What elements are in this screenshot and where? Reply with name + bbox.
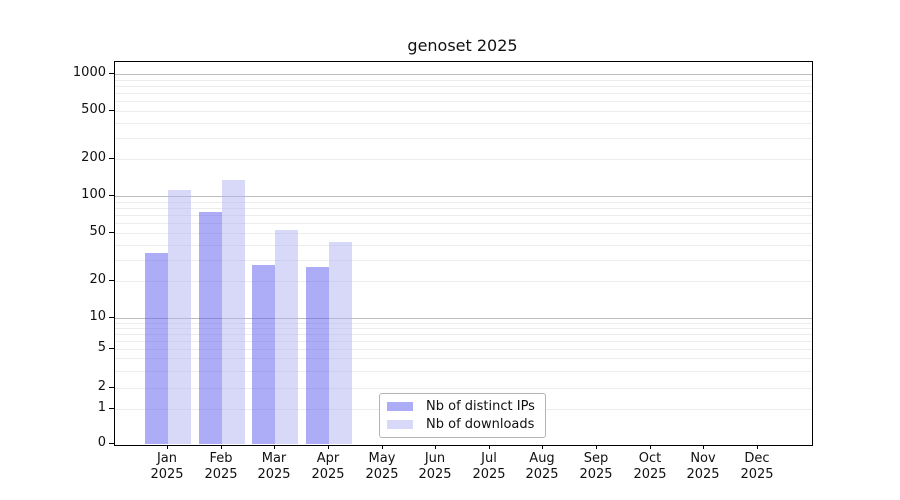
y-tick-5	[109, 348, 114, 349]
gridline-minor-500	[115, 111, 812, 112]
legend-item-downloads: Nb of downloads	[387, 417, 538, 432]
gridline-minor-300	[115, 138, 812, 139]
y-tick-label-10: 10	[89, 309, 106, 324]
x-tick-apr	[328, 445, 329, 449]
chart-title: genoset 2025	[407, 36, 518, 55]
gridline-major-100	[115, 196, 812, 197]
x-tick-label-aug: Aug 2025	[525, 451, 559, 482]
bar-nb-of-downloads-jan	[168, 190, 191, 444]
x-tick-dec	[757, 445, 758, 449]
y-tick-label-0: 0	[97, 435, 106, 450]
x-tick-label-nov: Nov 2025	[686, 451, 720, 482]
y-tick-100	[109, 195, 114, 196]
gridline-minor-600	[115, 101, 812, 102]
bar-nb-of-distinct-ips-jan	[145, 253, 168, 444]
gridline-minor-2	[115, 388, 812, 389]
y-tick-1000	[109, 73, 114, 74]
gridline-minor-40	[115, 245, 812, 246]
y-tick-label-2: 2	[97, 379, 106, 394]
y-tick-label-20: 20	[89, 272, 106, 287]
x-tick-label-mar: Mar 2025	[257, 451, 291, 482]
y-tick-2	[109, 387, 114, 388]
x-tick-feb	[221, 445, 222, 449]
legend-label-distinct-ips: Nb of distinct IPs	[426, 399, 535, 415]
x-tick-label-dec: Dec 2025	[740, 451, 774, 482]
y-tick-20	[109, 280, 114, 281]
x-tick-jun	[435, 445, 436, 449]
y-tick-label-100: 100	[81, 187, 106, 202]
x-tick-aug	[542, 445, 543, 449]
x-tick-oct	[650, 445, 651, 449]
gridline-minor-30	[115, 260, 812, 261]
x-tick-label-jun: Jun 2025	[418, 451, 452, 482]
y-tick-0	[109, 443, 114, 444]
bar-nb-of-distinct-ips-apr	[306, 267, 329, 444]
y-tick-label-50: 50	[89, 224, 106, 239]
gridline-minor-900	[115, 80, 812, 81]
gridline-minor-7	[115, 334, 812, 335]
y-tick-50	[109, 232, 114, 233]
gridline-major-10	[115, 318, 812, 319]
gridline-minor-400	[115, 123, 812, 124]
bar-nb-of-distinct-ips-feb	[199, 212, 222, 444]
legend-item-distinct-ips: Nb of distinct IPs	[387, 399, 538, 414]
gridline-minor-8	[115, 328, 812, 329]
y-tick-200	[109, 158, 114, 159]
bar-nb-of-downloads-mar	[275, 230, 298, 444]
bar-nb-of-downloads-apr	[329, 242, 352, 444]
y-tick-1	[109, 408, 114, 409]
x-tick-label-sep: Sep 2025	[579, 451, 613, 482]
gridline-minor-60	[115, 223, 812, 224]
gridline-minor-9	[115, 323, 812, 324]
legend-label-downloads: Nb of downloads	[426, 416, 535, 432]
y-tick-label-1: 1	[97, 400, 106, 415]
x-tick-jul	[489, 445, 490, 449]
x-tick-label-jul: Jul 2025	[472, 451, 506, 482]
gridline-minor-50	[115, 233, 812, 234]
gridline-minor-5	[115, 349, 812, 350]
x-tick-nov	[703, 445, 704, 449]
bar-nb-of-downloads-feb	[222, 180, 245, 444]
y-tick-label-500: 500	[81, 102, 106, 117]
legend-swatch-distinct-ips	[387, 402, 413, 412]
x-tick-label-oct: Oct 2025	[633, 451, 667, 482]
plot-area: Nb of distinct IPs Nb of downloads	[114, 61, 813, 446]
y-tick-500	[109, 110, 114, 111]
gridline-minor-90	[115, 202, 812, 203]
legend-swatch-downloads	[387, 419, 413, 429]
bar-nb-of-distinct-ips-mar	[252, 265, 275, 444]
x-tick-label-may: May 2025	[365, 451, 399, 482]
x-tick-label-apr: Apr 2025	[311, 451, 345, 482]
gridline-major-1000	[115, 74, 812, 75]
gridline-minor-6	[115, 341, 812, 342]
gridline-minor-20	[115, 281, 812, 282]
y-tick-label-5: 5	[97, 340, 106, 355]
gridline-minor-200	[115, 159, 812, 160]
gridline-minor-70	[115, 215, 812, 216]
x-tick-label-feb: Feb 2025	[204, 451, 238, 482]
gridline-minor-4	[115, 358, 812, 359]
x-tick-sep	[596, 445, 597, 449]
x-tick-label-jan: Jan 2025	[150, 451, 184, 482]
gridline-minor-800	[115, 86, 812, 87]
y-tick-label-1000: 1000	[72, 65, 106, 80]
x-tick-jan	[167, 445, 168, 449]
y-tick-label-200: 200	[81, 150, 106, 165]
gridline-minor-700	[115, 93, 812, 94]
y-tick-10	[109, 317, 114, 318]
x-tick-may	[382, 445, 383, 449]
gridline-minor-80	[115, 208, 812, 209]
gridline-minor-3	[115, 371, 812, 372]
legend: Nb of distinct IPs Nb of downloads	[379, 393, 546, 438]
x-tick-mar	[274, 445, 275, 449]
